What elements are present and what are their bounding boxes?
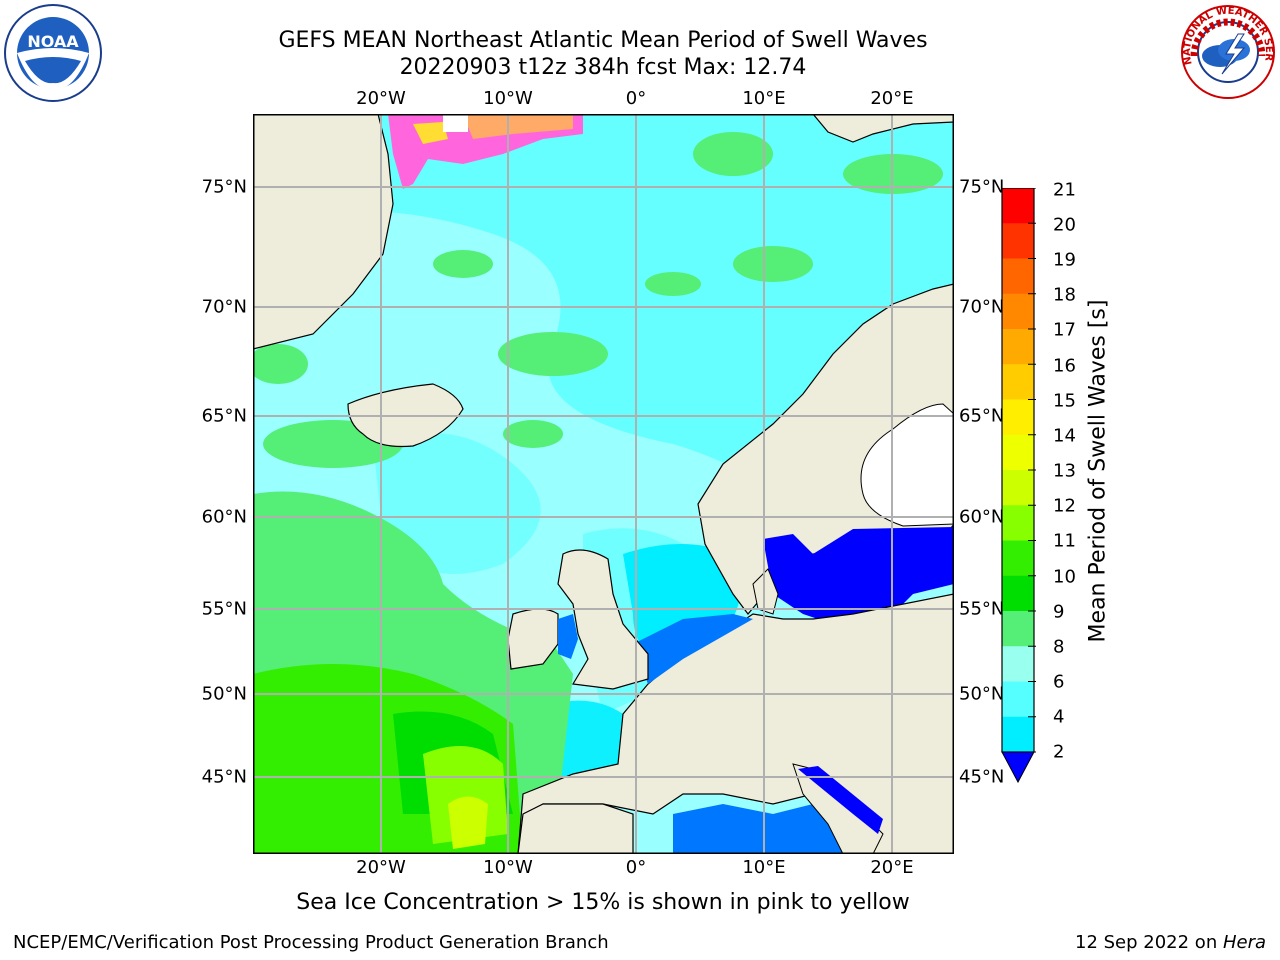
lon-label-bottom: 20°W (356, 857, 406, 878)
colorbar-tick: 12 (1053, 495, 1076, 517)
colorbar-swatch (1002, 188, 1034, 224)
chart-title: GEFS MEAN Northeast Atlantic Mean Period… (278, 28, 928, 53)
footer-machine: Hera (1222, 932, 1266, 953)
lon-label-top: 10°W (483, 88, 533, 109)
colorbar-swatch (1002, 434, 1034, 471)
lat-label-left: 50°N (201, 683, 247, 705)
colorbar-tick: 18 (1053, 284, 1076, 306)
colorbar-tick: 16 (1053, 355, 1076, 377)
nws-logo: NATIONAL WEATHER SERVICE (1180, 4, 1275, 99)
noaa-logo-text: NOAA (27, 32, 79, 51)
colorbar-swatch (1002, 575, 1034, 612)
lat-label-right: 70°N (959, 296, 1005, 318)
swell-band-2-4s (633, 614, 753, 684)
lat-label-left: 75°N (201, 176, 247, 198)
colorbar-tick: 20 (1053, 214, 1076, 236)
colorbar-swatch (1002, 470, 1034, 506)
colorbar-tick: 21 (1053, 179, 1076, 201)
irish-sea (558, 614, 578, 659)
footer-credit: NCEP/EMC/Verification Post Processing Pr… (13, 932, 609, 953)
land-ireland (507, 608, 559, 670)
colorbar-tick: 10 (1053, 566, 1076, 588)
colorbar-tick: 6 (1053, 671, 1065, 693)
swell-band-12-13s (448, 796, 488, 849)
colorbar-swatch (1002, 505, 1034, 541)
colorbar-swatch (1002, 646, 1034, 682)
lat-label-left: 55°N (201, 598, 247, 620)
baltic-sea (763, 527, 954, 624)
colorbar-swatch (1002, 399, 1034, 436)
lon-label-top: 0° (625, 88, 647, 109)
colorbar-swatch (1002, 258, 1034, 295)
lat-label-left: 65°N (201, 405, 247, 427)
lat-label-left: 45°N (201, 766, 247, 788)
lat-label-right: 65°N (959, 405, 1005, 427)
footer-date: 12 Sep 2022 on Hera (1075, 932, 1266, 953)
land-iberia (517, 803, 634, 854)
colorbar-label: Mean Period of Swell Waves [s] (1085, 299, 1111, 643)
colorbar-tick: 11 (1053, 530, 1076, 552)
colorbar-tick: 17 (1053, 319, 1076, 341)
lat-label-left: 60°N (201, 506, 247, 528)
colorbar-swatch (1002, 716, 1034, 753)
land-great-britain (557, 549, 649, 690)
colorbar-swatch (1002, 329, 1034, 365)
lat-label-left: 70°N (201, 296, 247, 318)
colorbar-tick: 9 (1053, 601, 1065, 623)
lon-label-bottom: 0° (625, 857, 647, 878)
colorbar-tick: 19 (1053, 249, 1076, 271)
lat-label-right: 60°N (959, 506, 1005, 528)
lon-label-top: 20°E (870, 88, 914, 109)
lon-label-top: 20°W (356, 88, 406, 109)
sea-ice-gap (443, 114, 468, 132)
lon-label-top: 10°E (742, 88, 786, 109)
lat-label-right: 55°N (959, 598, 1005, 620)
colorbar-swatch (1002, 611, 1034, 647)
colorbar-tick: 2 (1053, 741, 1065, 763)
footer-date-text: 12 Sep 2022 on (1075, 932, 1223, 953)
lon-label-bottom: 10°E (742, 857, 786, 878)
lat-label-right: 45°N (959, 766, 1005, 788)
sea-ice-area (413, 122, 448, 144)
colorbar-swatch (1002, 293, 1034, 330)
colorbar-tick: 13 (1053, 460, 1076, 482)
colorbar-swatch (1002, 681, 1034, 718)
swell-band-6-8s (373, 432, 541, 574)
sea-ice-note: Sea Ice Concentration > 15% is shown in … (296, 890, 910, 915)
gulf-of-bothnia (860, 403, 954, 527)
colorbar-swatch (1002, 223, 1034, 259)
noaa-logo: NOAA (4, 4, 102, 102)
swell-period-map (253, 114, 954, 854)
chart-subtitle: 20220903 t12z 384h fcst Max: 12.74 (399, 55, 807, 80)
graticule (253, 114, 954, 854)
lon-label-bottom: 20°E (870, 857, 914, 878)
colorbar-swatch (1002, 540, 1034, 577)
colorbar-tick: 4 (1053, 706, 1065, 728)
colorbar-tick: 15 (1053, 390, 1076, 412)
sea-ice-area (463, 114, 573, 139)
lon-label-bottom: 10°W (483, 857, 533, 878)
colorbar-tick: 14 (1053, 425, 1076, 447)
colorbar-tick: 8 (1053, 636, 1065, 658)
lat-label-right: 75°N (959, 176, 1005, 198)
lat-label-right: 50°N (959, 683, 1005, 705)
colorbar (1001, 188, 1036, 784)
colorbar-extend-arrow (1001, 751, 1035, 784)
adriatic-sea (798, 766, 883, 834)
land-denmark (752, 568, 779, 615)
colorbar-swatch (1002, 364, 1034, 400)
